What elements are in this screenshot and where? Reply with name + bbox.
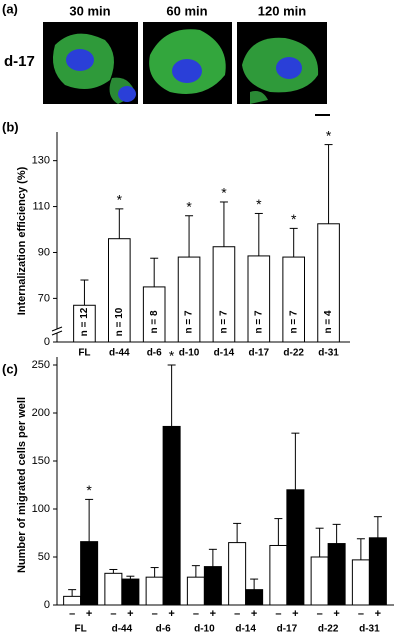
series-label: +: [168, 608, 174, 620]
bar: [145, 576, 164, 606]
y-tick-label: 90: [38, 246, 50, 258]
significance: *: [86, 482, 92, 498]
series-label: –: [193, 608, 199, 620]
n-label: n = 4: [323, 310, 334, 334]
n-label: n = 10: [114, 307, 125, 336]
n-label: n = 8: [149, 310, 160, 334]
significance: *: [326, 127, 332, 143]
series-label: +: [375, 608, 381, 620]
axis-break: [51, 330, 63, 336]
y-tick-label: 150: [32, 455, 50, 467]
bar: [286, 489, 305, 606]
bar: [310, 556, 329, 606]
bar: [186, 576, 205, 606]
significance: *: [221, 185, 227, 201]
y-tick-label: 0: [44, 336, 50, 348]
x-tick-label: d-44: [112, 624, 133, 635]
series-label: –: [317, 608, 323, 620]
bar: [73, 304, 96, 343]
x-tick-label: d-6: [156, 624, 171, 635]
n-label: n = 7: [288, 310, 299, 334]
series-label: +: [210, 608, 216, 620]
column-label: 30 min: [69, 3, 110, 18]
significance: *: [256, 196, 262, 212]
series-label: –: [275, 608, 281, 620]
x-tick-label: d-31: [318, 348, 339, 359]
bar: [104, 572, 123, 606]
y-axis-label: Number of migrated cells per well: [16, 397, 28, 573]
bar: [368, 537, 387, 606]
bar: [228, 542, 247, 606]
row-label: d-17: [4, 53, 35, 70]
y-tick-label: 130: [32, 155, 50, 167]
bar: [108, 238, 131, 343]
bar: [142, 286, 166, 343]
x-tick-label: d-17: [277, 624, 298, 635]
series-label: +: [127, 608, 133, 620]
series-label: –: [358, 608, 364, 620]
series-label: –: [234, 608, 240, 620]
significance: *: [117, 192, 123, 208]
y-axis-label: Internalization efficiency (%): [16, 166, 28, 315]
bar: [212, 246, 236, 343]
bar: [269, 544, 288, 606]
y-tick-label: 70: [38, 292, 50, 304]
bar: [351, 559, 370, 606]
panel-label: (b): [2, 119, 19, 134]
series-label: +: [251, 608, 257, 620]
significance: *: [169, 348, 175, 364]
panel-label: (c): [2, 361, 18, 376]
micrographs: [43, 22, 330, 116]
n-label: n = 7: [253, 310, 264, 334]
x-tick-label: d-44: [109, 348, 130, 359]
bar: [282, 256, 305, 343]
x-tick-label: FL: [75, 624, 87, 635]
n-label: n = 7: [184, 310, 195, 334]
bar: [317, 223, 340, 343]
x-tick-label: d-6: [147, 348, 162, 359]
bar: [327, 543, 346, 606]
bar: [177, 256, 201, 343]
bar: [121, 578, 140, 606]
x-tick-label: d-22: [318, 624, 339, 635]
y-tick-label: 50: [38, 551, 50, 563]
n-label: n = 7: [219, 310, 230, 334]
x-tick-label: d-22: [283, 348, 304, 359]
x-tick-label: d-10: [194, 624, 215, 635]
series-label: –: [152, 608, 158, 620]
y-tick-label: 100: [32, 503, 50, 515]
y-tick-label: 0: [44, 599, 50, 611]
panel-label: (a): [2, 1, 18, 16]
significance: *: [291, 211, 297, 227]
bar: [63, 595, 82, 606]
y-tick-label: 110: [32, 200, 50, 212]
x-tick-label: FL: [78, 348, 90, 359]
column-label: 60 min: [166, 3, 207, 18]
bar: [162, 425, 181, 606]
column-label: 120 min: [258, 3, 306, 18]
axis-break: [51, 326, 63, 332]
x-tick-label: d-14: [235, 624, 256, 635]
series-label: –: [69, 608, 75, 620]
series-label: +: [86, 608, 92, 620]
bar: [80, 541, 99, 606]
y-tick-label: 200: [32, 407, 50, 419]
y-tick-label: 250: [32, 359, 50, 371]
n-label: n = 12: [79, 307, 90, 336]
series-label: –: [110, 608, 116, 620]
x-tick-label: d-17: [249, 348, 270, 359]
x-tick-label: d-31: [359, 624, 380, 635]
series-label: +: [333, 608, 339, 620]
bar: [245, 589, 264, 606]
series-label: +: [292, 608, 298, 620]
axis-break-gap: [52, 329, 62, 333]
bar: [247, 255, 271, 343]
bar: [203, 566, 222, 606]
x-tick-label: d-10: [179, 348, 200, 359]
x-tick-label: d-14: [214, 348, 235, 359]
significance: *: [186, 198, 192, 214]
